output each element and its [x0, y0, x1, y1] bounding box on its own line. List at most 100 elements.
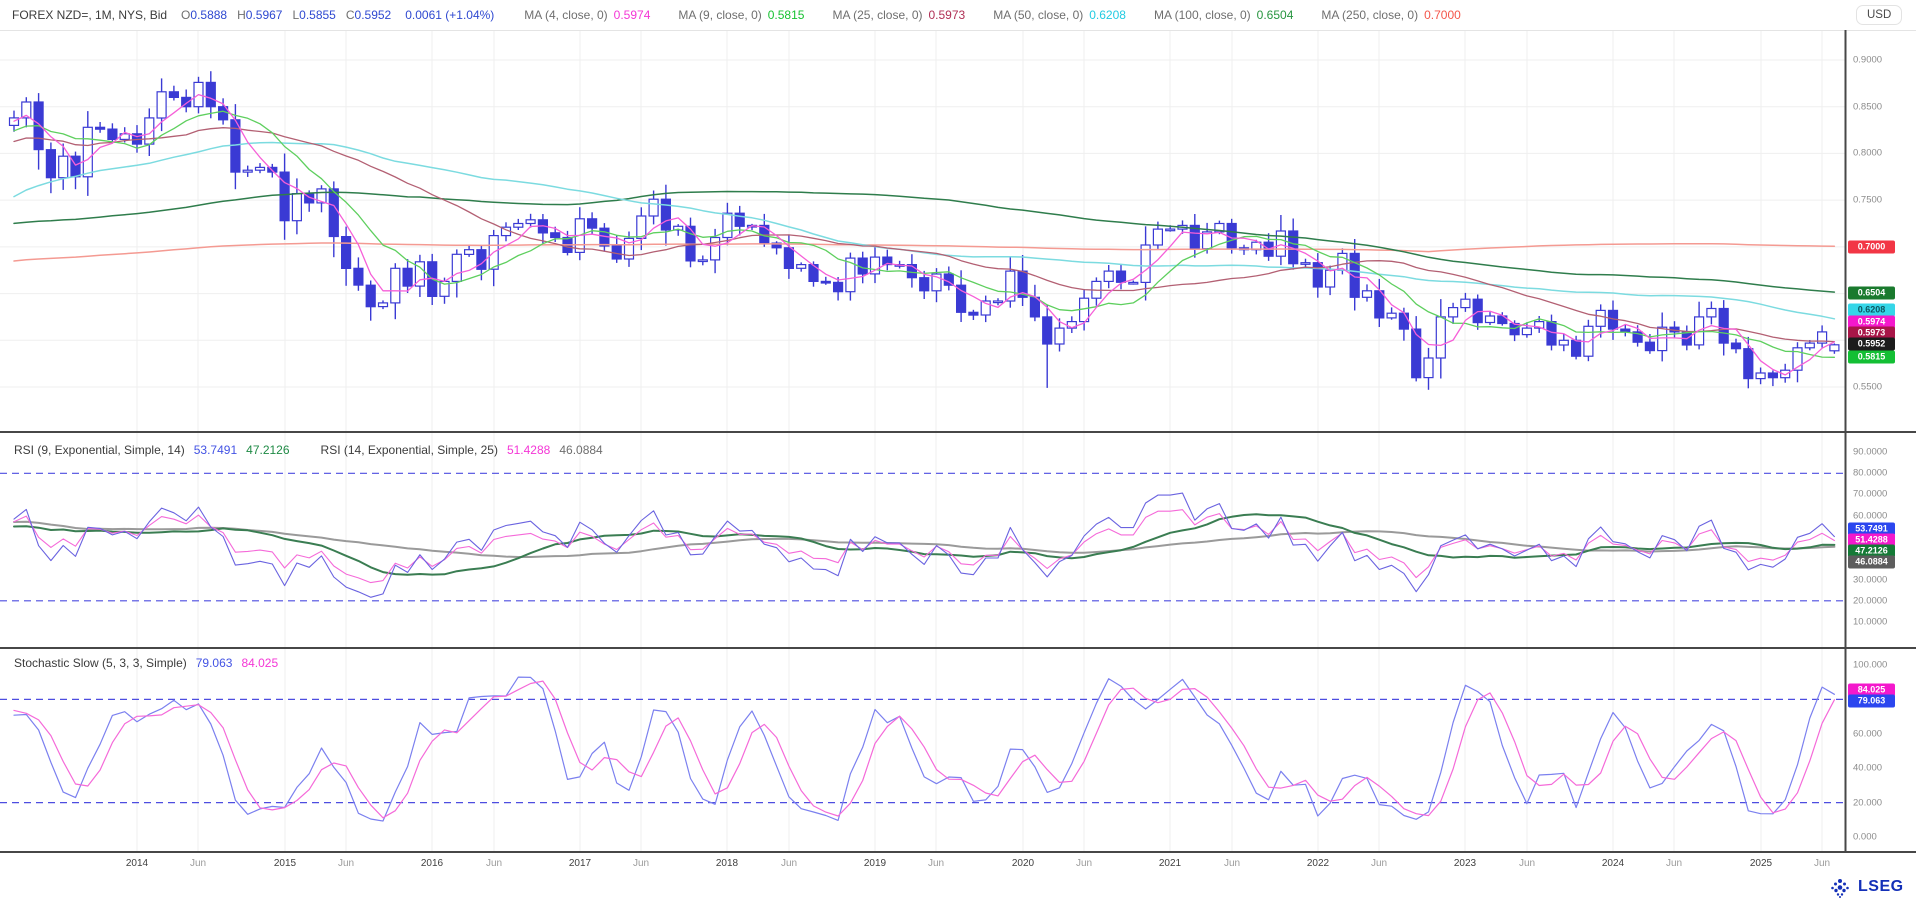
date-axis-year-label: 2025	[1749, 858, 1773, 869]
date-axis-month-label: Jun	[1370, 858, 1388, 869]
stoch-axis-tick: 40.000	[1853, 762, 1883, 774]
date-axis-month-label: Jun	[1813, 858, 1831, 869]
rsi-slow-value: 51.4288	[506, 443, 551, 457]
ma-legend-label: MA (100, close, 0)	[1153, 8, 1251, 22]
rsi-axis-badge: 51.4288	[1848, 533, 1895, 547]
date-axis-month-label: Jun	[1075, 858, 1093, 869]
ma-legend-item[interactable]: MA (25, close, 0) 0.5973	[832, 8, 965, 22]
date-axis-year-label: 2016	[420, 858, 444, 869]
open-pair: O 0.5888	[181, 8, 227, 22]
ma-legend: MA (4, close, 0) 0.5974 MA (9, close, 0) 0.…	[524, 8, 1489, 22]
date-axis-year-label: 2022	[1306, 858, 1330, 869]
rsi-axis-tick: 70.0000	[1853, 488, 1888, 500]
price-axis-badge: 0.7000	[1848, 240, 1895, 254]
ma-legend-item[interactable]: MA (100, close, 0) 0.6504	[1154, 8, 1293, 22]
ma-legend-item[interactable]: MA (4, close, 0) 0.5974	[524, 8, 650, 22]
ma-legend-item[interactable]: MA (9, close, 0) 0.5815	[678, 8, 804, 22]
date-axis-year-label: 2018	[715, 858, 739, 869]
date-axis-year-label: 2023	[1453, 858, 1477, 869]
stoch-axis-tick: 100.000	[1853, 659, 1888, 671]
date-axis-month-label: Jun	[1665, 858, 1683, 869]
price-axis-badge: 0.6504	[1848, 286, 1895, 300]
low-label: L	[292, 8, 300, 22]
price-axis-tick: 0.8000	[1853, 147, 1883, 159]
date-axis-year-label: 2019	[863, 858, 887, 869]
currency-button[interactable]: USD	[1856, 5, 1903, 25]
ma-legend-label: MA (50, close, 0)	[993, 8, 1084, 22]
lseg-emblem-icon	[1831, 879, 1849, 898]
ma-legend-value: 0.6208	[1089, 8, 1126, 22]
lseg-brand-text: LSEG	[1858, 878, 1904, 895]
date-axis-month-label: Jun	[927, 858, 945, 869]
symbol-title[interactable]: FOREX NZD=, 1M, NYS, Bid	[12, 8, 168, 22]
date-axis-month-label: Jun	[780, 858, 798, 869]
rsi-axis-badge: 47.2126	[1848, 544, 1895, 558]
date-axis-month-label: Jun	[1518, 858, 1536, 869]
price-axis-badge: 0.6208	[1848, 303, 1895, 317]
high-value: 0.5967	[245, 8, 283, 22]
ma-legend-label: MA (4, close, 0)	[524, 8, 608, 22]
rsi-axis-tick: 10.0000	[1853, 616, 1888, 628]
price-axis-tick: 0.9000	[1853, 54, 1883, 66]
low-pair: L 0.5855	[292, 8, 335, 22]
price-axis-badge: 0.5974	[1848, 315, 1895, 329]
ma-legend-label: MA (9, close, 0)	[678, 8, 762, 22]
close-label: C	[345, 8, 355, 22]
price-axis-badge: 0.5952	[1848, 337, 1895, 351]
open-value: 0.5888	[190, 8, 228, 22]
rsi-axis-tick: 60.0000	[1853, 510, 1888, 522]
date-axis-month-label: Jun	[1223, 858, 1241, 869]
price-axis-tick: 0.7500	[1853, 194, 1883, 206]
date-axis-year-label: 2014	[125, 858, 149, 869]
price-axis-badge: 0.5815	[1848, 350, 1895, 364]
stoch-axis-badge: 84.025	[1848, 683, 1895, 697]
date-axis-year-label: 2024	[1601, 858, 1625, 869]
stoch-axis-tick: 20.000	[1853, 797, 1883, 809]
stoch-axis-tick: 60.000	[1853, 728, 1883, 740]
price-axis-tick: 0.8500	[1853, 101, 1883, 113]
low-value: 0.5855	[299, 8, 336, 22]
date-axis-month-label: Jun	[337, 858, 355, 869]
ma-legend-value: 0.5974	[613, 8, 651, 22]
rsi-axis-tick: 80.0000	[1853, 467, 1888, 479]
change-value: 0.0061 (+1.04%)	[405, 8, 495, 22]
rsi-fast-avg-value: 47.2126	[246, 443, 290, 457]
ma-legend-value: 0.5973	[928, 8, 966, 22]
rsi-axis-badge: 53.7491	[1848, 522, 1895, 536]
rsi-axis-tick: 30.0000	[1853, 574, 1888, 586]
open-label: O	[181, 8, 191, 22]
rsi-axis-badge: 46.0884	[1848, 555, 1895, 569]
ma-legend-item[interactable]: MA (50, close, 0) 0.6208	[993, 8, 1126, 22]
chart-header: FOREX NZD=, 1M, NYS, Bid O 0.5888 H 0.5967…	[12, 0, 1489, 30]
lseg-logo: LSEG	[1827, 874, 1904, 900]
high-label: H	[237, 8, 246, 22]
rsi-legend[interactable]: RSI (9, Exponential, Simple, 14) 53.7491…	[14, 443, 603, 457]
rsi-slow-avg-value: 46.0884	[559, 443, 603, 457]
date-axis-month-label: Jun	[485, 858, 503, 869]
stochastic-d-value: 84.025	[241, 656, 279, 670]
stoch-axis-badge: 79.063	[1848, 694, 1895, 708]
date-axis-year-label: 2017	[568, 858, 592, 869]
date-axis-month-label: Jun	[632, 858, 650, 869]
stochastic-legend[interactable]: Stochastic Slow (5, 3, 3, Simple) 79.063…	[14, 656, 278, 670]
stochastic-lines	[13, 676, 1835, 822]
high-pair: H 0.5967	[237, 8, 282, 22]
price-axis-tick: 0.5500	[1853, 381, 1883, 393]
rsi-slow-label: RSI (14, Exponential, Simple, 25)	[320, 443, 498, 457]
ma-legend-value: 0.7000	[1424, 8, 1461, 22]
rsi-fast-label: RSI (9, Exponential, Simple, 14)	[14, 443, 185, 457]
ma-legend-label: MA (25, close, 0)	[832, 8, 923, 22]
ma-legend-item[interactable]: MA (250, close, 0) 0.7000	[1321, 8, 1460, 22]
ma-legend-label: MA (250, close, 0)	[1321, 8, 1419, 22]
rsi-fast-value: 53.7491	[193, 443, 238, 457]
rsi-axis-tick: 20.0000	[1853, 595, 1888, 607]
date-axis-month-label: Jun	[189, 858, 207, 869]
candlestick-series	[8, 71, 1840, 390]
moving-average-lines	[13, 93, 1836, 376]
ma-legend-value: 0.6504	[1256, 8, 1294, 22]
rsi-axis-tick: 90.0000	[1853, 446, 1888, 458]
rsi-lines	[13, 492, 1836, 598]
price-axis-badge: 0.5973	[1848, 326, 1895, 340]
